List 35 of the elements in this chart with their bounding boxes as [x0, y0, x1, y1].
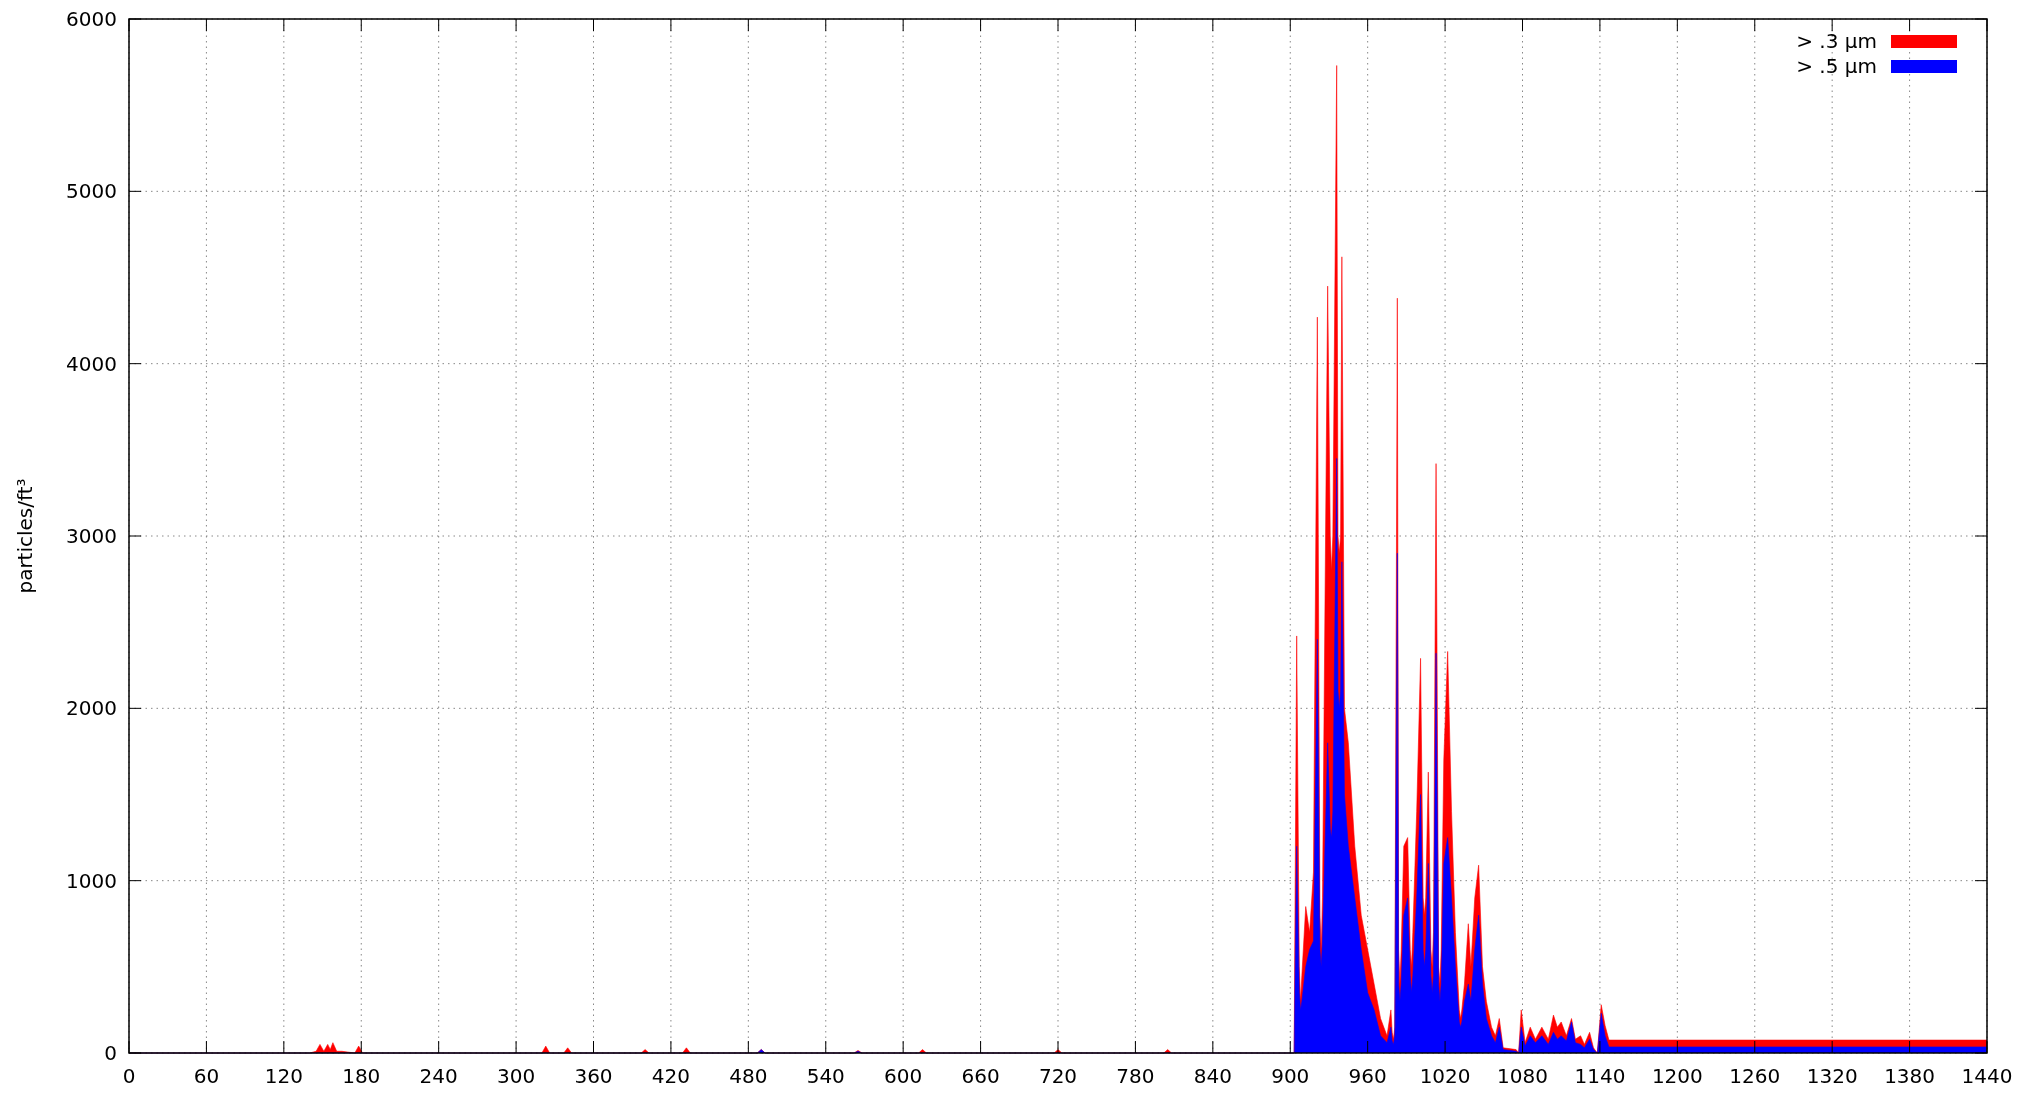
x-tick-label: 60 — [193, 1064, 220, 1088]
x-tick-label: 0 — [122, 1064, 136, 1088]
x-tick-label: 720 — [1038, 1064, 1078, 1088]
x-tick-label: 780 — [1116, 1064, 1155, 1088]
x-tick-label: 1020 — [1419, 1064, 1471, 1088]
x-tick-label: 960 — [1348, 1064, 1387, 1088]
x-tick-label: 840 — [1193, 1064, 1232, 1088]
y-tick-label: 5000 — [66, 179, 117, 204]
x-tick-label: 480 — [729, 1064, 768, 1088]
x-tick-label: 1260 — [1729, 1064, 1781, 1088]
x-tick-label: 900 — [1271, 1064, 1310, 1088]
x-tick-label: 660 — [961, 1064, 1000, 1088]
x-tick-label: 1440 — [1961, 1064, 2013, 1088]
x-tick-label: 300 — [496, 1064, 536, 1088]
y-axis-title: particles/ft³ — [13, 478, 37, 594]
x-tick-label: 600 — [884, 1064, 923, 1088]
x-tick-label: 1380 — [1884, 1064, 1936, 1088]
x-tick-label: 360 — [574, 1064, 613, 1088]
y-tick-label: 0 — [104, 1041, 117, 1065]
x-tick-label: 180 — [342, 1064, 381, 1088]
x-tick-label: 540 — [806, 1064, 845, 1088]
x-tick-label: 1080 — [1497, 1064, 1548, 1088]
x-tick-label: 420 — [651, 1064, 691, 1088]
x-tick-label: 1140 — [1574, 1064, 1626, 1088]
x-tick-label: 240 — [419, 1064, 458, 1088]
x-tick-label: 1200 — [1651, 1064, 1703, 1088]
y-tick-label: 6000 — [66, 7, 117, 31]
legend-label: > .3 µm — [1796, 29, 1877, 53]
legend-label: > .5 µm — [1796, 54, 1877, 78]
x-tick-label: 1320 — [1806, 1064, 1858, 1088]
x-tick-label: 120 — [264, 1064, 303, 1088]
y-tick-label: 2000 — [66, 696, 117, 721]
y-tick-label: 3000 — [66, 524, 117, 548]
y-tick-label: 1000 — [66, 868, 117, 893]
y-tick-label: 4000 — [66, 351, 117, 376]
